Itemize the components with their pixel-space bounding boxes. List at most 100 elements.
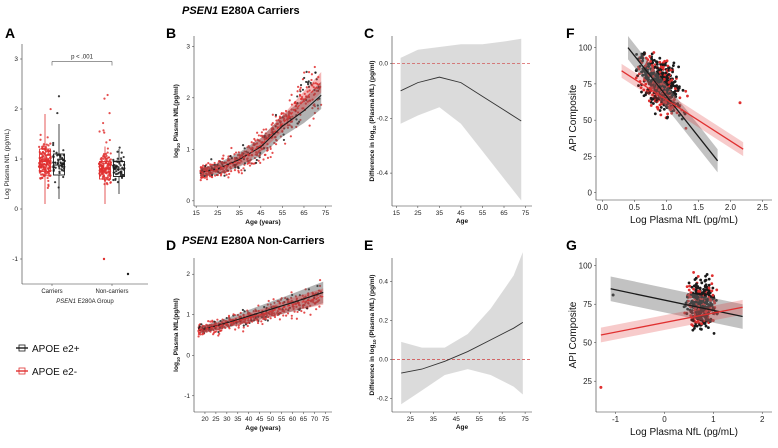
data-point bbox=[653, 112, 657, 116]
data-point bbox=[692, 327, 696, 330]
data-point bbox=[236, 313, 240, 317]
data-point bbox=[705, 273, 709, 276]
fit-line-e2neg bbox=[200, 81, 322, 174]
data-point bbox=[710, 274, 714, 277]
x-tick-label: 1.0 bbox=[661, 203, 673, 212]
x-tick-label: 15 bbox=[193, 210, 201, 217]
data-point bbox=[252, 142, 255, 145]
data-point bbox=[201, 176, 205, 179]
data-point bbox=[272, 305, 275, 308]
x-tick-label: 35 bbox=[430, 416, 438, 423]
data-point bbox=[649, 79, 653, 83]
y-tick-label: 75 bbox=[583, 80, 592, 89]
data-point bbox=[217, 170, 220, 174]
data-point bbox=[115, 165, 119, 168]
y-label-subscript: 10 bbox=[176, 143, 181, 149]
data-point bbox=[102, 257, 106, 261]
data-point bbox=[296, 111, 300, 114]
y-label-part: Difference in log bbox=[369, 131, 376, 182]
x-tick-label: 20 bbox=[201, 416, 209, 423]
data-point bbox=[118, 146, 121, 149]
panel-g-scatter: -1 0 1 2 25 50 75 100 Log Plasma NfL (pg/mL) API … bbox=[568, 258, 772, 438]
data-point bbox=[219, 329, 222, 332]
data-point bbox=[681, 88, 685, 92]
data-point bbox=[255, 142, 259, 145]
y-axis-label: API Composite bbox=[568, 301, 579, 368]
data-point bbox=[676, 89, 680, 92]
data-point bbox=[700, 292, 704, 296]
data-point bbox=[236, 153, 240, 157]
x-label-rest: E280A Group bbox=[76, 299, 114, 305]
data-point bbox=[266, 319, 269, 322]
data-point bbox=[290, 103, 293, 106]
x-tick-label: 45 bbox=[457, 210, 465, 217]
data-point bbox=[677, 85, 681, 88]
data-point bbox=[44, 149, 47, 152]
data-point bbox=[642, 51, 646, 55]
data-point bbox=[669, 68, 673, 72]
data-point bbox=[242, 326, 245, 329]
data-point bbox=[62, 149, 65, 152]
data-point bbox=[39, 138, 42, 141]
data-point bbox=[662, 77, 666, 81]
data-point bbox=[704, 283, 708, 287]
data-point bbox=[242, 158, 246, 161]
data-point bbox=[237, 326, 240, 329]
data-point bbox=[687, 288, 691, 292]
data-point bbox=[251, 315, 254, 318]
data-point bbox=[253, 156, 257, 160]
data-point bbox=[271, 113, 274, 116]
data-point bbox=[45, 157, 48, 160]
y-label-part: Difference in log bbox=[369, 345, 376, 396]
data-point bbox=[279, 298, 282, 301]
data-point bbox=[43, 157, 46, 160]
data-point bbox=[250, 319, 253, 322]
data-point bbox=[102, 169, 105, 173]
data-point bbox=[225, 167, 228, 171]
data-point bbox=[103, 176, 106, 179]
data-point bbox=[207, 324, 210, 328]
data-point bbox=[222, 170, 225, 173]
panel-letter-f: F bbox=[566, 25, 575, 41]
data-point bbox=[106, 147, 109, 150]
data-point bbox=[257, 134, 260, 137]
data-point bbox=[310, 78, 313, 82]
data-point bbox=[198, 328, 201, 331]
data-point bbox=[276, 311, 279, 315]
data-point bbox=[678, 96, 682, 100]
data-point bbox=[304, 95, 308, 98]
data-point bbox=[298, 294, 301, 297]
data-point bbox=[312, 301, 315, 304]
data-point bbox=[247, 319, 250, 322]
data-point bbox=[636, 74, 639, 78]
data-point bbox=[107, 156, 110, 159]
data-point bbox=[243, 169, 246, 172]
data-point bbox=[306, 90, 309, 93]
data-point bbox=[52, 143, 55, 147]
data-point bbox=[260, 141, 264, 144]
y-tick-label: -0.2 bbox=[377, 115, 389, 122]
data-point bbox=[121, 166, 124, 169]
data-point bbox=[651, 97, 655, 101]
data-point bbox=[259, 134, 263, 137]
data-point bbox=[282, 133, 285, 136]
data-point bbox=[46, 186, 49, 190]
data-point bbox=[269, 145, 272, 148]
data-point bbox=[281, 130, 284, 133]
data-point bbox=[215, 330, 218, 333]
data-point bbox=[101, 175, 104, 179]
data-point bbox=[225, 170, 228, 173]
data-point bbox=[656, 107, 660, 111]
data-point bbox=[252, 143, 255, 146]
data-point bbox=[653, 85, 656, 89]
data-point bbox=[267, 316, 270, 319]
data-point bbox=[665, 106, 669, 109]
data-point bbox=[98, 130, 101, 133]
data-point bbox=[274, 113, 278, 117]
data-point bbox=[284, 109, 288, 113]
data-point bbox=[241, 144, 245, 147]
data-point bbox=[213, 165, 217, 168]
data-point bbox=[287, 300, 290, 303]
data-point bbox=[243, 321, 246, 324]
x-tick-label: 45 bbox=[256, 416, 264, 423]
